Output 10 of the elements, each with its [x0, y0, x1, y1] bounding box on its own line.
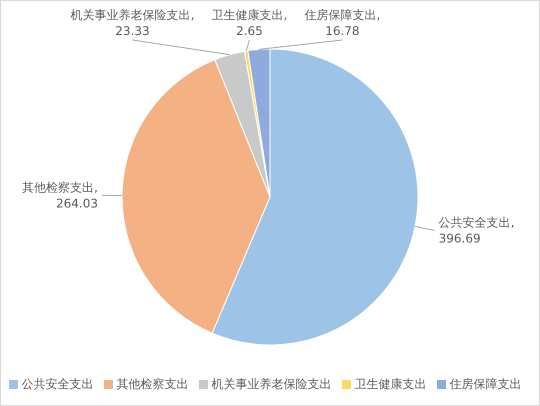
- data-label: 卫生健康支出, 2.65: [212, 8, 288, 38]
- data-label: 公共安全支出, 396.69: [438, 216, 514, 246]
- data-label: 机关事业养老保险支出, 23.33: [70, 8, 194, 38]
- data-label: 住房保障支出, 16.78: [303, 8, 380, 38]
- legend-label: 其他检察支出: [116, 377, 188, 391]
- legend-label: 住房保障支出: [450, 377, 522, 391]
- legend-label: 机关事业养老保险支出: [212, 377, 332, 391]
- legend-label: 卫生健康支出: [354, 377, 426, 391]
- legend-label: 公共安全支出: [22, 377, 94, 391]
- data-label: 其他检察支出, 264.03: [22, 180, 98, 210]
